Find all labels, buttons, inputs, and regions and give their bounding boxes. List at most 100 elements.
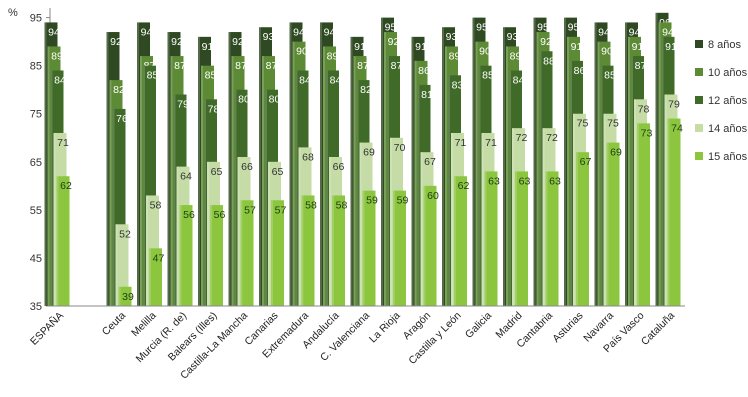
bar-highlight (362, 190, 365, 306)
bar-highlight (448, 75, 450, 307)
bar-highlight (661, 36, 664, 306)
data-label: 60 (427, 190, 439, 202)
bar-highlight (292, 41, 295, 306)
data-label: 58 (336, 199, 348, 211)
bar-highlight (118, 286, 121, 306)
data-label: 91 (632, 41, 644, 53)
data-label: 80 (238, 94, 250, 106)
category-group: 92 87 79 64 56 (167, 32, 195, 307)
bar-highlight (472, 17, 475, 306)
data-label: 90 (601, 46, 613, 58)
category-group: 91 87 82 69 59 (350, 36, 378, 307)
data-label: 56 (183, 209, 195, 221)
y-tick-label: 95 (30, 13, 42, 25)
data-label: 85 (482, 70, 494, 82)
data-label: 90 (479, 46, 491, 58)
category-group: 94 89 84 71 62 (44, 22, 72, 307)
bar-highlight (149, 248, 151, 306)
data-label: 87 (235, 60, 247, 72)
bar-highlight (567, 36, 569, 306)
category-group: 94 90 84 68 58 (289, 22, 317, 307)
data-label: 88 (543, 55, 555, 67)
bar-highlight (509, 70, 511, 306)
data-label: 78 (208, 103, 220, 115)
bar-highlight (289, 22, 292, 307)
data-label: 47 (153, 252, 165, 264)
data-label: 84 (54, 74, 66, 86)
category-group: 93 89 83 71 62 (442, 27, 469, 307)
data-label: 62 (60, 180, 72, 192)
x-tick-label: ESPAÑA (27, 309, 66, 348)
data-label: 93 (263, 31, 275, 43)
data-label: 79 (668, 99, 680, 111)
y-axis-unit: % (8, 7, 18, 19)
bar-highlight (478, 65, 481, 306)
bar (210, 205, 223, 306)
legend-label: 15 años (708, 151, 748, 163)
category-group: 94 89 84 66 58 (320, 22, 348, 307)
data-label: 66 (241, 161, 253, 173)
bar-highlight (112, 108, 115, 306)
data-label: 84 (330, 74, 342, 86)
bar-highlight (564, 17, 566, 306)
bar (484, 171, 498, 306)
bar-highlight (350, 36, 353, 306)
data-label: 92 (388, 36, 400, 48)
bar-highlight (210, 205, 212, 306)
data-label: 84 (513, 74, 525, 86)
bar-highlight (323, 46, 325, 307)
data-label: 74 (671, 123, 683, 135)
bar-highlight (143, 65, 145, 306)
data-label: 89 (51, 50, 63, 62)
data-label: 83 (452, 79, 464, 91)
bar-highlight (393, 190, 395, 306)
data-label: 87 (635, 60, 647, 72)
bar-highlight (298, 147, 301, 306)
bar (637, 123, 650, 307)
bar (576, 152, 589, 306)
data-label: 69 (610, 147, 622, 159)
bar-highlight (484, 171, 487, 306)
legend-swatch (695, 152, 703, 160)
bar-highlight (445, 46, 447, 307)
bar-highlight (234, 89, 237, 306)
data-label: 75 (577, 118, 589, 130)
data-label: 56 (214, 209, 226, 221)
bar-highlight (631, 56, 633, 307)
bar (362, 190, 376, 306)
bar-highlight (637, 123, 639, 307)
bar (454, 176, 467, 306)
bar-highlight (356, 80, 359, 306)
bar-highlight (597, 41, 600, 306)
data-label: 63 (519, 175, 531, 187)
bar (115, 224, 129, 306)
bar-highlight (600, 65, 603, 306)
data-label: 72 (546, 132, 558, 144)
data-label: 94 (629, 26, 641, 38)
bar-highlight (359, 142, 362, 306)
category-group: 93 87 80 65 57 (259, 27, 286, 307)
data-label: 78 (638, 103, 650, 115)
bar-highlight (176, 166, 179, 306)
category-group: 92 82 76 52 39 (106, 32, 134, 306)
x-tick-label: Ceuta (100, 310, 128, 338)
legend-swatch (695, 68, 703, 76)
data-label: 81 (421, 89, 433, 101)
data-label: 63 (549, 175, 561, 187)
data-label: 39 (122, 291, 134, 303)
bar-highlight (606, 142, 609, 306)
bar-highlight (329, 157, 331, 306)
data-label: 93 (507, 31, 519, 43)
bar-highlight (655, 12, 658, 306)
bar-highlight (634, 99, 636, 307)
bar-highlight (353, 56, 356, 307)
data-label: 59 (397, 195, 409, 207)
bar-highlight (506, 46, 508, 307)
bar (393, 190, 406, 306)
bar (179, 205, 193, 306)
category-group: 95 90 85 71 63 (472, 17, 500, 306)
bar-highlight (539, 51, 542, 307)
y-tick-label: 45 (30, 253, 42, 265)
y-tick-label: 75 (30, 109, 42, 121)
bar-highlight (545, 171, 548, 306)
